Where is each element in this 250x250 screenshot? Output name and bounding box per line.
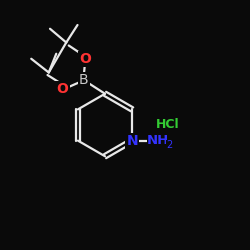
Text: HCl: HCl xyxy=(156,118,180,131)
Text: 2: 2 xyxy=(166,140,173,150)
Text: O: O xyxy=(79,52,91,66)
Text: O: O xyxy=(56,82,68,96)
Text: N: N xyxy=(126,134,138,147)
Text: NH: NH xyxy=(147,134,170,146)
Text: B: B xyxy=(79,73,88,87)
